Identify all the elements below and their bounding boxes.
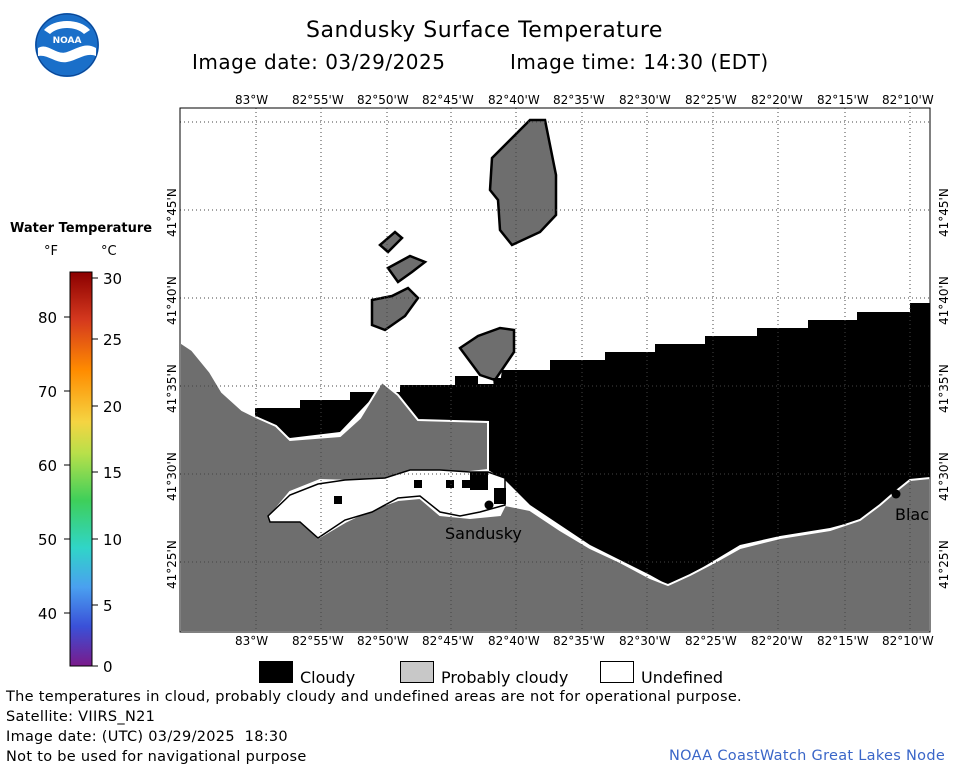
lat-label-right: 41°40'N (937, 276, 951, 325)
lon-label-top: 83°W (235, 93, 269, 107)
lon-label-bottom: 83°W (235, 634, 269, 648)
lon-label-bottom: 82°50'W (357, 634, 409, 648)
lon-label-bottom: 82°10'W (882, 634, 934, 648)
lon-label-top: 82°20'W (751, 93, 803, 107)
lon-label-top: 82°45'W (422, 93, 474, 107)
page-title: Sandusky Surface Temperature (306, 18, 663, 43)
legend-swatch-undefined (600, 661, 634, 683)
lat-label-left: 41°40'N (165, 276, 179, 325)
colorbar-tick-c: 5 (103, 597, 113, 615)
colorbar-gradient (69, 271, 93, 667)
lon-label-top: 82°50'W (357, 93, 409, 107)
footer-disclaimer: The temperatures in cloud, probably clou… (6, 689, 742, 705)
lon-label-bottom: 82°35'W (553, 634, 605, 648)
legend-swatch-cloudy (259, 661, 293, 683)
lon-label-top: 82°35'W (553, 93, 605, 107)
colorbar-tick-f: 60 (38, 457, 58, 475)
lon-label-top: 82°25'W (685, 93, 737, 107)
lon-label-top: 82°55'W (292, 93, 344, 107)
colorbar-tick-c: 15 (103, 464, 123, 482)
colorbar-tick-c: 0 (103, 658, 113, 676)
lon-label-bottom: 82°15'W (817, 634, 869, 648)
legend-label-probably-cloudy: Probably cloudy (441, 668, 569, 687)
island-small-2 (386, 254, 428, 284)
lon-label-top: 82°40'W (488, 93, 540, 107)
sandusky-marker (484, 500, 494, 510)
legend-label-undefined: Undefined (641, 668, 724, 687)
unit-fahrenheit: °F (44, 244, 58, 259)
footer-satellite: Satellite: VIIRS_N21 (6, 709, 156, 725)
footer-utc-date: Image date: (UTC) 03/29/2025 18:30 (6, 729, 288, 745)
colorbar-tick-f: 50 (38, 531, 58, 549)
lon-label-bottom: 82°55'W (292, 634, 344, 648)
island-north (488, 118, 558, 247)
lon-label-bottom: 82°25'W (685, 634, 737, 648)
lat-label-right: 41°45'N (937, 188, 951, 237)
colorbar-tick-c: 25 (103, 331, 123, 349)
colorbar-ticks (64, 277, 98, 667)
lat-label-right: 41°35'N (937, 364, 951, 413)
place-label-sandusky: Sandusky (445, 524, 522, 543)
graticule (180, 108, 930, 632)
noaa-logo-icon: NOAA (34, 12, 100, 78)
lat-label-right: 41°30'N (937, 452, 951, 501)
colorbar-tick-f: 80 (38, 309, 58, 327)
image-time: Image time: 14:30 (EDT) (510, 50, 769, 74)
colorbar-tick-c: 20 (103, 398, 123, 416)
lat-label-left: 41°25'N (165, 540, 179, 589)
legend-label-cloudy: Cloudy (300, 668, 356, 687)
blac-marker (891, 489, 901, 499)
lon-label-top: 82°30'W (619, 93, 671, 107)
colorbar-tick-f: 70 (38, 383, 58, 401)
lat-label-left: 41°45'N (165, 188, 179, 237)
island-south-bass (458, 326, 516, 382)
island-small-1 (378, 230, 404, 254)
lat-label-left: 41°35'N (165, 364, 179, 413)
image-date: Image date: 03/29/2025 (192, 50, 446, 74)
legend-swatch-probably-cloudy (400, 661, 434, 683)
lon-label-top: 82°10'W (882, 93, 934, 107)
lon-label-top: 82°15'W (817, 93, 869, 107)
lat-label-right: 41°25'N (937, 540, 951, 589)
cloudy-area (255, 303, 930, 585)
footer-credit: NOAA CoastWatch Great Lakes Node (669, 748, 946, 764)
footer-navigation-warning: Not to be used for navigational purpose (6, 749, 307, 765)
lat-label-left: 41°30'N (165, 452, 179, 501)
lon-label-bottom: 82°45'W (422, 634, 474, 648)
place-label-blac: Blac (895, 505, 930, 524)
colorbar-tick-f: 40 (38, 605, 58, 623)
noaa-logo-text: NOAA (53, 36, 82, 46)
colorbar-tick-c: 10 (103, 531, 123, 549)
lon-label-bottom: 82°20'W (751, 634, 803, 648)
colorbar-tick-c: 30 (103, 270, 123, 288)
island-middle (493, 378, 510, 398)
island-kelleys (370, 286, 420, 332)
map-frame (179, 107, 931, 633)
colorbar-title: Water Temperature (10, 221, 153, 236)
unit-celsius: °C (101, 244, 117, 259)
lon-label-bottom: 82°30'W (619, 634, 671, 648)
lon-label-bottom: 82°40'W (488, 634, 540, 648)
